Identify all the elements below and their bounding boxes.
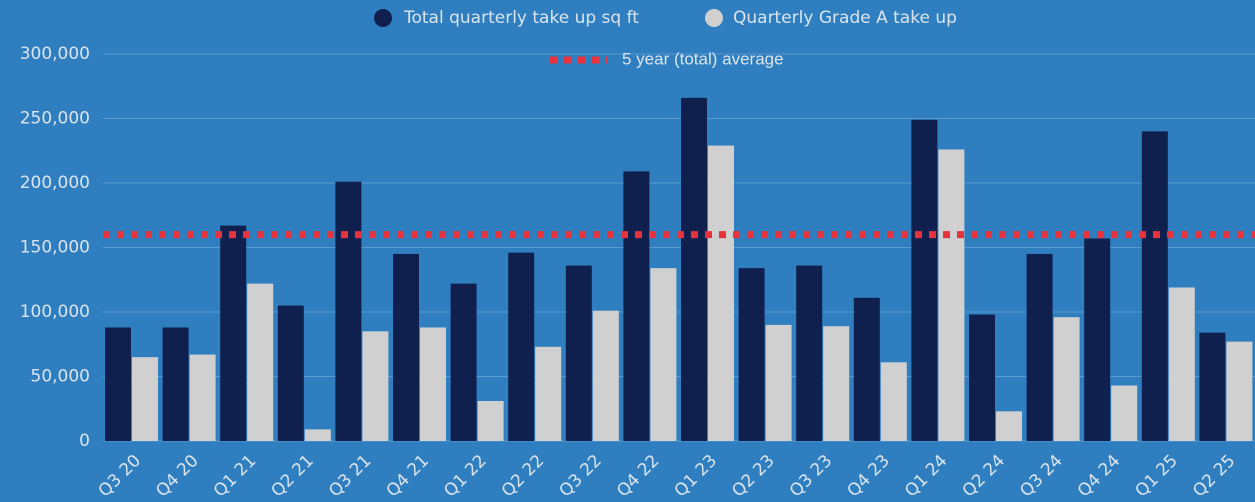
bar bbox=[304, 429, 331, 441]
bar bbox=[1084, 238, 1111, 441]
bar bbox=[477, 401, 504, 441]
bar bbox=[796, 265, 823, 441]
y-tick-label: 150,000 bbox=[20, 238, 90, 258]
bar bbox=[132, 357, 158, 441]
x-tick-label: Q4 21 bbox=[383, 451, 433, 501]
bar bbox=[277, 305, 304, 441]
bar bbox=[335, 181, 362, 441]
x-tick-label: Q3 21 bbox=[325, 451, 375, 501]
bar bbox=[247, 283, 274, 441]
bar bbox=[853, 297, 880, 441]
legend-label: Total quarterly take up sq ft bbox=[403, 8, 639, 28]
bar bbox=[592, 310, 619, 441]
bar bbox=[189, 354, 216, 441]
y-tick-label: 250,000 bbox=[20, 109, 90, 129]
bar bbox=[1226, 341, 1253, 441]
bar bbox=[1199, 332, 1226, 441]
x-tick-label: Q3 22 bbox=[556, 451, 606, 501]
bar bbox=[681, 97, 707, 442]
y-tick-label: 100,000 bbox=[20, 302, 90, 322]
x-tick-label: Q4 20 bbox=[152, 451, 202, 501]
bar bbox=[1053, 317, 1080, 441]
x-tick-label: Q3 24 bbox=[1016, 451, 1066, 501]
bar bbox=[765, 324, 792, 441]
x-tick-label: Q1 21 bbox=[210, 451, 260, 501]
bar bbox=[823, 326, 850, 441]
x-tick-label: Q4 22 bbox=[613, 451, 663, 501]
x-tick-label: Q4 23 bbox=[844, 451, 894, 501]
bar bbox=[708, 145, 734, 441]
y-tick-label: 0 bbox=[79, 431, 90, 451]
y-tick-label: 300,000 bbox=[20, 44, 90, 64]
bar bbox=[393, 253, 419, 441]
x-tick-label: Q2 22 bbox=[498, 451, 548, 501]
bar bbox=[738, 268, 765, 441]
bar bbox=[105, 327, 131, 441]
bar bbox=[420, 327, 446, 441]
bar bbox=[1168, 287, 1195, 441]
legend-marker bbox=[374, 9, 392, 27]
y-tick-label: 200,000 bbox=[20, 173, 90, 193]
bar bbox=[565, 265, 592, 441]
bar bbox=[162, 327, 189, 441]
bar bbox=[623, 171, 650, 441]
x-tick-label: Q1 22 bbox=[440, 451, 490, 501]
legend-marker bbox=[705, 9, 723, 27]
x-tick-label: Q2 25 bbox=[1189, 451, 1239, 501]
x-tick-label: Q2 21 bbox=[268, 451, 318, 501]
bar bbox=[938, 149, 965, 441]
x-tick-label: Q3 23 bbox=[786, 451, 836, 501]
x-tick-label: Q3 20 bbox=[95, 451, 145, 501]
x-tick-label: Q4 24 bbox=[1074, 451, 1124, 501]
y-tick-label: 50,000 bbox=[31, 367, 90, 387]
bar bbox=[1026, 253, 1053, 441]
bar bbox=[650, 268, 677, 441]
bar bbox=[969, 314, 995, 441]
x-tick-label: Q1 24 bbox=[901, 451, 951, 501]
x-tick-label: Q2 23 bbox=[728, 451, 778, 501]
bar bbox=[1111, 385, 1138, 441]
bar bbox=[911, 119, 938, 441]
x-tick-label: Q1 23 bbox=[671, 451, 721, 501]
bar bbox=[450, 283, 477, 441]
legend-label: 5 year (total) average bbox=[622, 49, 784, 68]
bar bbox=[996, 411, 1022, 441]
legend-label: Quarterly Grade A take up bbox=[733, 8, 957, 28]
x-tick-label: Q1 25 bbox=[1132, 451, 1182, 501]
bar bbox=[1141, 131, 1168, 441]
bar bbox=[220, 225, 247, 441]
bar bbox=[362, 331, 389, 441]
bar bbox=[535, 346, 562, 441]
bar bbox=[880, 362, 907, 441]
x-tick-label: Q2 24 bbox=[959, 451, 1009, 501]
bar bbox=[508, 252, 535, 441]
